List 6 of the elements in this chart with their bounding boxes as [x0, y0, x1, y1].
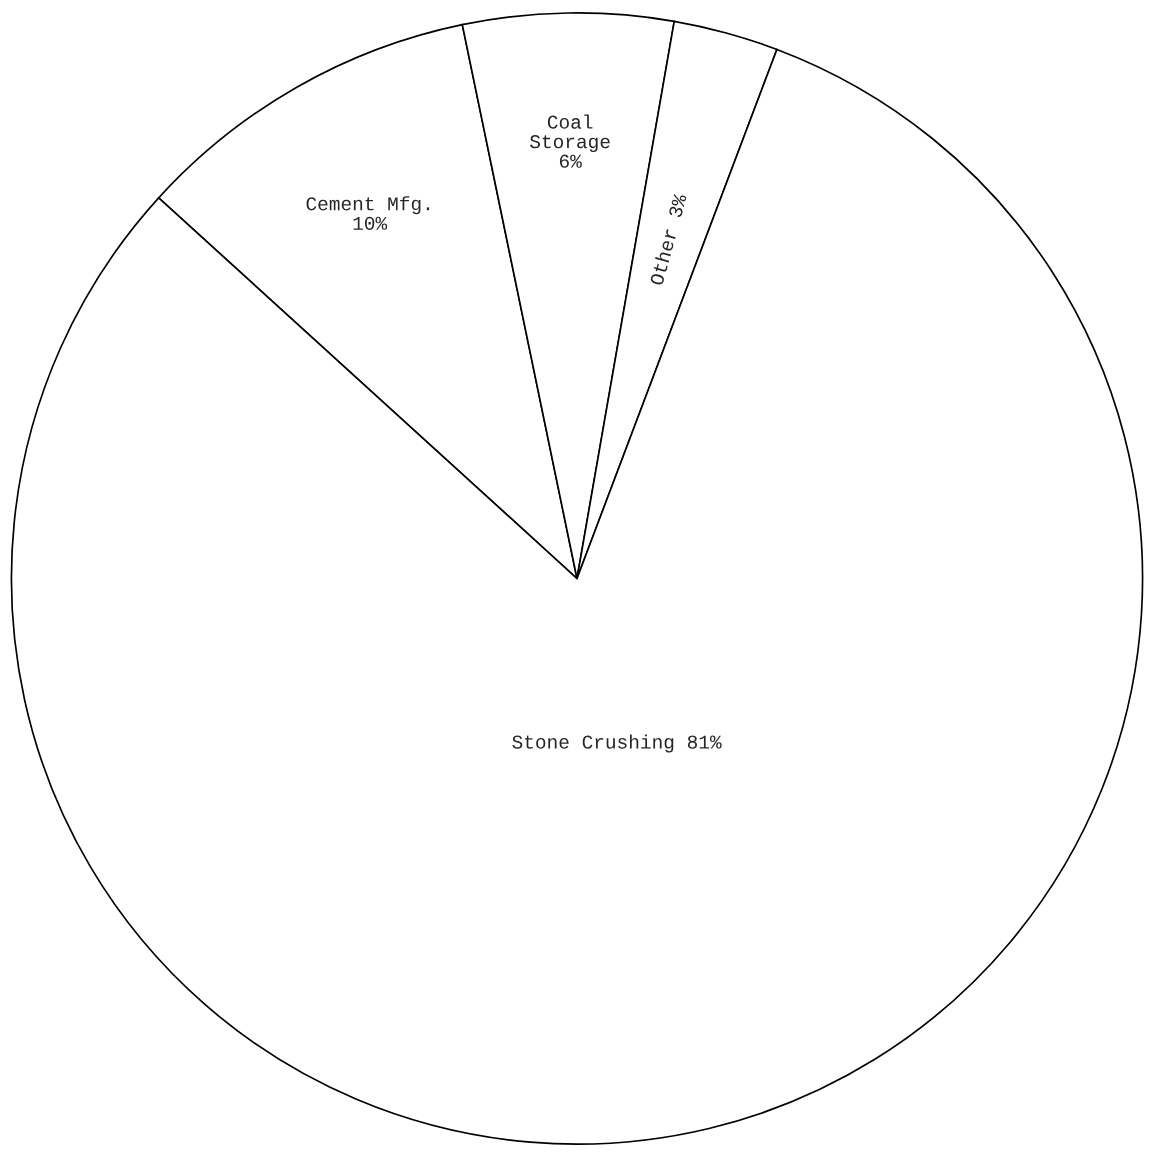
data-label: 6% — [559, 154, 582, 168]
slice-label: Stone Crushing 81% — [512, 734, 722, 753]
slice-label: Coal Storage — [530, 114, 610, 153]
slice-label: Cement Mfg. — [306, 196, 430, 215]
data-label: 10% — [353, 216, 388, 230]
slice-label: Other 3% — [648, 192, 687, 286]
